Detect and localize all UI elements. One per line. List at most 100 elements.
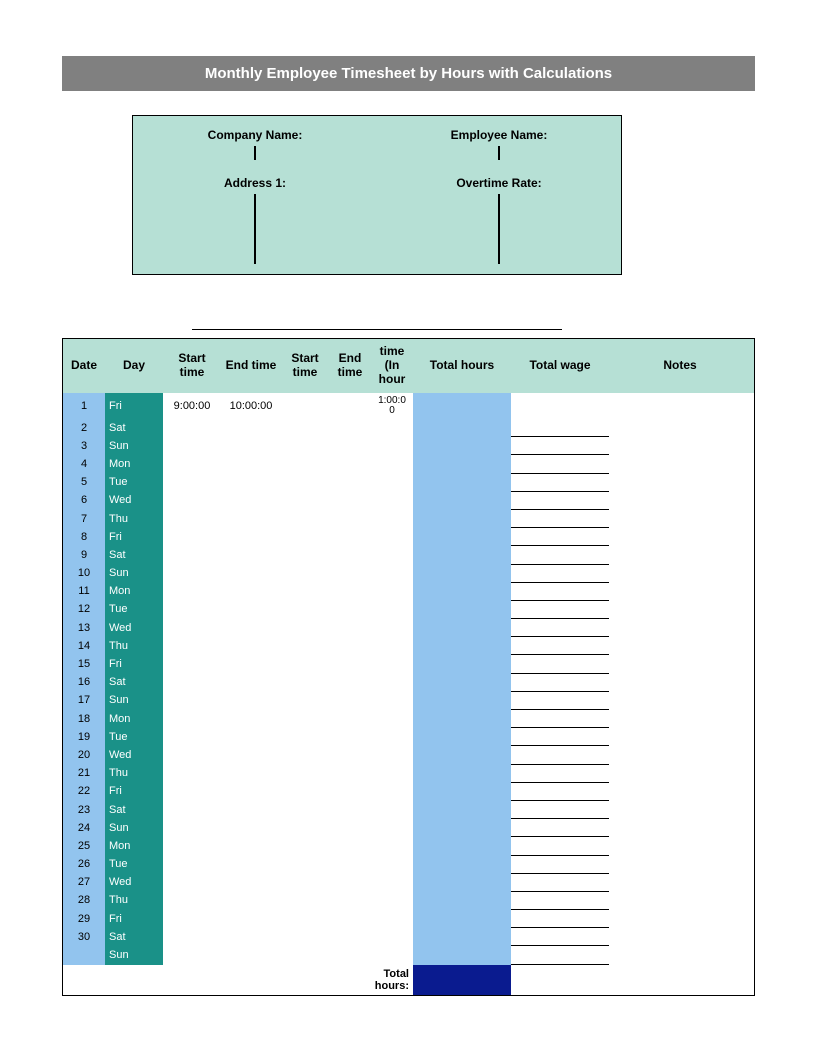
cell-total-hours	[413, 419, 511, 437]
cell-day: Fri	[105, 655, 163, 673]
cell-total-hours	[413, 692, 511, 710]
cell-day: Wed	[105, 492, 163, 510]
cell-date: 6	[63, 492, 105, 510]
cell-start	[163, 856, 221, 874]
cell-total-wage	[511, 710, 609, 728]
table-row: 26Tue	[63, 856, 754, 874]
cell-start2	[281, 619, 329, 637]
cell-start	[163, 674, 221, 692]
cell-day: Sat	[105, 419, 163, 437]
cell-day: Thu	[105, 765, 163, 783]
cell-time	[371, 655, 413, 673]
cell-total-wage	[511, 393, 609, 419]
cell-total-hours	[413, 655, 511, 673]
cell-total-wage	[511, 765, 609, 783]
cell-start2	[281, 928, 329, 946]
cell-total-hours	[413, 510, 511, 528]
cell-start	[163, 746, 221, 764]
cell-start	[163, 510, 221, 528]
cell-end2	[329, 492, 371, 510]
cell-start	[163, 619, 221, 637]
totals-total-hours	[413, 965, 511, 995]
company-name-label: Company Name:	[133, 116, 377, 164]
cell-notes	[609, 393, 751, 419]
cell-total-hours	[413, 746, 511, 764]
header-start2: Start time	[281, 339, 329, 393]
cell-notes	[609, 437, 751, 455]
cell-day: Tue	[105, 856, 163, 874]
cell-end	[221, 856, 281, 874]
cell-total-wage	[511, 528, 609, 546]
cell-time	[371, 546, 413, 564]
table-row: 19Tue	[63, 728, 754, 746]
table-row: Sun	[63, 946, 754, 964]
table-row: 15Fri	[63, 655, 754, 673]
cell-total-wage	[511, 565, 609, 583]
cell-start: 9:00:00	[163, 393, 221, 419]
cell-start	[163, 565, 221, 583]
cell-notes	[609, 801, 751, 819]
divider-icon	[498, 194, 500, 264]
cell-date: 25	[63, 837, 105, 855]
cell-date: 2	[63, 419, 105, 437]
cell-total-wage	[511, 437, 609, 455]
cell-end	[221, 837, 281, 855]
cell-day: Mon	[105, 837, 163, 855]
cell-day: Wed	[105, 746, 163, 764]
table-row: 24Sun	[63, 819, 754, 837]
cell-time-line2: 0	[389, 406, 395, 416]
totals-label-2: hours:	[375, 980, 409, 992]
cell-total-wage	[511, 655, 609, 673]
cell-start	[163, 437, 221, 455]
cell-end2	[329, 946, 371, 964]
cell-total-hours	[413, 783, 511, 801]
table-row: 18Mon	[63, 710, 754, 728]
cell-start2	[281, 783, 329, 801]
cell-date: 10	[63, 565, 105, 583]
cell-start	[163, 455, 221, 473]
cell-total-hours	[413, 837, 511, 855]
cell-notes	[609, 765, 751, 783]
cell-notes	[609, 837, 751, 855]
cell-start2	[281, 565, 329, 583]
cell-total-wage	[511, 746, 609, 764]
cell-end	[221, 510, 281, 528]
cell-end2	[329, 892, 371, 910]
cell-time	[371, 746, 413, 764]
cell-time: 1:00:00	[371, 393, 413, 419]
cell-start2	[281, 710, 329, 728]
cell-day: Fri	[105, 910, 163, 928]
cell-time	[371, 892, 413, 910]
cell-time	[371, 692, 413, 710]
cell-total-hours	[413, 565, 511, 583]
cell-total-hours	[413, 546, 511, 564]
cell-date: 11	[63, 583, 105, 601]
cell-day: Thu	[105, 892, 163, 910]
cell-start2	[281, 910, 329, 928]
totals-row: Total hours:	[63, 965, 754, 995]
cell-total-hours	[413, 528, 511, 546]
cell-end2	[329, 546, 371, 564]
table-body: 1Fri9:00:0010:00:001:00:002Sat3Sun4Mon5T…	[63, 393, 754, 965]
cell-time	[371, 419, 413, 437]
cell-date: 15	[63, 655, 105, 673]
cell-notes	[609, 419, 751, 437]
cell-time	[371, 601, 413, 619]
cell-day: Fri	[105, 393, 163, 419]
cell-notes	[609, 910, 751, 928]
cell-notes	[609, 946, 751, 964]
cell-date: 9	[63, 546, 105, 564]
cell-end2	[329, 601, 371, 619]
cell-notes	[609, 692, 751, 710]
cell-notes	[609, 619, 751, 637]
table-row: 21Thu	[63, 765, 754, 783]
cell-notes	[609, 510, 751, 528]
cell-end2	[329, 565, 371, 583]
cell-total-hours	[413, 492, 511, 510]
cell-start2	[281, 856, 329, 874]
cell-time	[371, 856, 413, 874]
cell-start	[163, 655, 221, 673]
cell-end2	[329, 910, 371, 928]
table-row: 22Fri	[63, 783, 754, 801]
cell-total-wage	[511, 510, 609, 528]
